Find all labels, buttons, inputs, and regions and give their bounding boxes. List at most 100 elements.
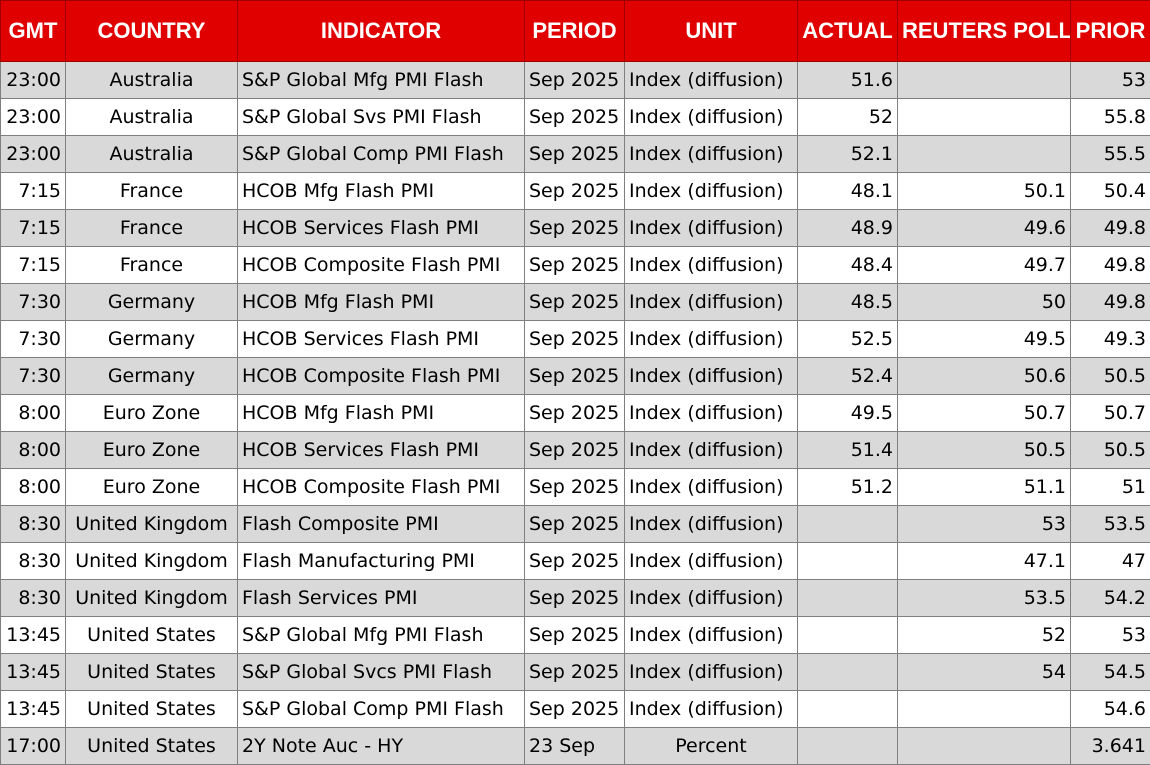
cell-country: Australia bbox=[65, 98, 238, 136]
cell-indicator: S&P Global Mfg PMI Flash bbox=[237, 61, 525, 99]
cell-country: United States bbox=[65, 616, 238, 654]
cell-period: Sep 2025 bbox=[524, 616, 625, 654]
cell-indicator: HCOB Services Flash PMI bbox=[237, 209, 525, 247]
cell-gmt: 8:30 bbox=[0, 505, 66, 543]
cell-prior: 54.2 bbox=[1070, 579, 1150, 617]
cell-country: Germany bbox=[65, 283, 238, 321]
table-row: 7:30 Germany HCOB Mfg Flash PMI Sep 2025 Ind… bbox=[0, 283, 1150, 321]
cell-prior: 50.5 bbox=[1070, 357, 1150, 395]
cell-reuters-poll: 50.6 bbox=[897, 357, 1071, 395]
cell-indicator: Flash Manufacturing PMI bbox=[237, 542, 525, 580]
cell-unit: Index (diffusion) bbox=[624, 394, 798, 432]
cell-actual: 52.1 bbox=[797, 135, 898, 173]
cell-prior: 49.8 bbox=[1070, 209, 1150, 247]
cell-gmt: 13:45 bbox=[0, 616, 66, 654]
table-row: 8:00 Euro Zone HCOB Services Flash PMI Sep … bbox=[0, 431, 1150, 469]
cell-gmt: 7:15 bbox=[0, 172, 66, 210]
cell-reuters-poll: 53.5 bbox=[897, 579, 1071, 617]
cell-prior: 54.6 bbox=[1070, 690, 1150, 728]
table-header: GMT COUNTRY INDICATOR PERIOD UNIT ACTUAL… bbox=[0, 0, 1150, 62]
cell-unit: Index (diffusion) bbox=[624, 98, 798, 136]
cell-actual: 48.9 bbox=[797, 209, 898, 247]
cell-gmt: 8:30 bbox=[0, 579, 66, 617]
table-row: 7:15 France HCOB Composite Flash PMI Sep 20… bbox=[0, 246, 1150, 284]
cell-period: Sep 2025 bbox=[524, 542, 625, 580]
cell-country: France bbox=[65, 209, 238, 247]
cell-unit: Index (diffusion) bbox=[624, 505, 798, 543]
cell-period: Sep 2025 bbox=[524, 394, 625, 432]
cell-actual bbox=[797, 727, 898, 765]
cell-actual: 48.1 bbox=[797, 172, 898, 210]
cell-country: Germany bbox=[65, 357, 238, 395]
cell-country: United States bbox=[65, 727, 238, 765]
cell-country: France bbox=[65, 246, 238, 284]
table-row: 23:00 Australia S&P Global Mfg PMI Flash Se… bbox=[0, 61, 1150, 99]
cell-actual: 48.5 bbox=[797, 283, 898, 321]
cell-unit: Index (diffusion) bbox=[624, 209, 798, 247]
cell-gmt: 7:30 bbox=[0, 320, 66, 358]
cell-country: Euro Zone bbox=[65, 468, 238, 506]
cell-prior: 53 bbox=[1070, 616, 1150, 654]
table-row: 8:00 Euro Zone HCOB Mfg Flash PMI Sep 2025 I… bbox=[0, 394, 1150, 432]
cell-actual: 49.5 bbox=[797, 394, 898, 432]
cell-unit: Index (diffusion) bbox=[624, 320, 798, 358]
table-row: 7:30 Germany HCOB Composite Flash PMI Sep 2… bbox=[0, 357, 1150, 395]
cell-country: United States bbox=[65, 653, 238, 691]
cell-indicator: HCOB Services Flash PMI bbox=[237, 320, 525, 358]
cell-reuters-poll: 50.7 bbox=[897, 394, 1071, 432]
table-row: 13:45 United States S&P Global Comp PMI Fl… bbox=[0, 690, 1150, 728]
header-country: COUNTRY bbox=[65, 0, 238, 62]
table-row: 8:30 United Kingdom Flash Manufacturing PM… bbox=[0, 542, 1150, 580]
cell-indicator: Flash Services PMI bbox=[237, 579, 525, 617]
table-row: 13:45 United States S&P Global Mfg PMI Fla… bbox=[0, 616, 1150, 654]
header-gmt: GMT bbox=[0, 0, 66, 62]
cell-reuters-poll: 50.5 bbox=[897, 431, 1071, 469]
header-period: PERIOD bbox=[524, 0, 625, 62]
cell-country: Euro Zone bbox=[65, 431, 238, 469]
cell-indicator: HCOB Composite Flash PMI bbox=[237, 468, 525, 506]
cell-country: United Kingdom bbox=[65, 542, 238, 580]
cell-prior: 50.5 bbox=[1070, 431, 1150, 469]
cell-gmt: 23:00 bbox=[0, 61, 66, 99]
cell-actual: 52.4 bbox=[797, 357, 898, 395]
cell-unit: Index (diffusion) bbox=[624, 690, 798, 728]
cell-actual: 48.4 bbox=[797, 246, 898, 284]
cell-unit: Index (diffusion) bbox=[624, 431, 798, 469]
cell-reuters-poll bbox=[897, 135, 1071, 173]
cell-actual bbox=[797, 616, 898, 654]
table-row: 23:00 Australia S&P Global Svs PMI Flash Se… bbox=[0, 98, 1150, 136]
table-row: 8:00 Euro Zone HCOB Composite Flash PMI Sep… bbox=[0, 468, 1150, 506]
cell-period: Sep 2025 bbox=[524, 653, 625, 691]
cell-gmt: 13:45 bbox=[0, 690, 66, 728]
cell-period: Sep 2025 bbox=[524, 246, 625, 284]
cell-country: United Kingdom bbox=[65, 579, 238, 617]
cell-gmt: 7:30 bbox=[0, 283, 66, 321]
table-row: 7:15 France HCOB Mfg Flash PMI Sep 2025 Inde… bbox=[0, 172, 1150, 210]
cell-indicator: S&P Global Comp PMI Flash bbox=[237, 135, 525, 173]
cell-prior: 3.641 bbox=[1070, 727, 1150, 765]
cell-gmt: 23:00 bbox=[0, 135, 66, 173]
cell-period: Sep 2025 bbox=[524, 172, 625, 210]
cell-reuters-poll: 50 bbox=[897, 283, 1071, 321]
cell-reuters-poll: 49.7 bbox=[897, 246, 1071, 284]
cell-reuters-poll: 54 bbox=[897, 653, 1071, 691]
cell-unit: Index (diffusion) bbox=[624, 246, 798, 284]
cell-prior: 51 bbox=[1070, 468, 1150, 506]
cell-unit: Index (diffusion) bbox=[624, 61, 798, 99]
cell-gmt: 8:30 bbox=[0, 542, 66, 580]
cell-unit: Index (diffusion) bbox=[624, 283, 798, 321]
cell-period: Sep 2025 bbox=[524, 209, 625, 247]
cell-period: Sep 2025 bbox=[524, 320, 625, 358]
cell-indicator: S&P Global Comp PMI Flash bbox=[237, 690, 525, 728]
cell-prior: 50.7 bbox=[1070, 394, 1150, 432]
cell-prior: 53 bbox=[1070, 61, 1150, 99]
cell-gmt: 8:00 bbox=[0, 431, 66, 469]
cell-actual: 51.4 bbox=[797, 431, 898, 469]
cell-gmt: 7:15 bbox=[0, 209, 66, 247]
cell-actual bbox=[797, 579, 898, 617]
cell-actual: 51.2 bbox=[797, 468, 898, 506]
cell-reuters-poll: 53 bbox=[897, 505, 1071, 543]
cell-actual bbox=[797, 690, 898, 728]
cell-reuters-poll: 49.5 bbox=[897, 320, 1071, 358]
cell-unit: Index (diffusion) bbox=[624, 357, 798, 395]
